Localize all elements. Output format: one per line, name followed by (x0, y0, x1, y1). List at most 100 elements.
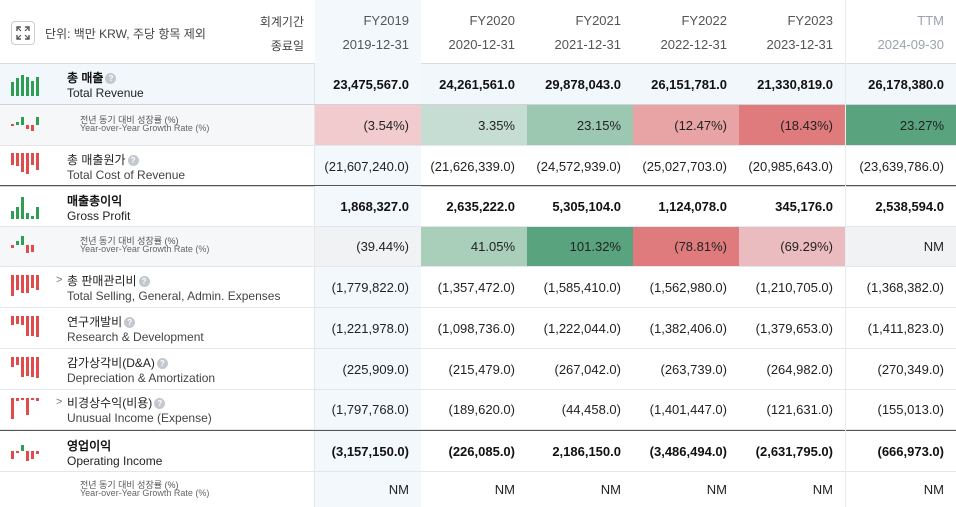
value-cell: 345,176.0 (775, 198, 833, 214)
fiscal-year: FY2019 (363, 13, 409, 28)
row-label-english: Gross Profit (67, 209, 131, 223)
bar-trend-icon (11, 75, 39, 96)
table-row-operating-income[interactable]: 영업이익 Operating Income (3,157,150.0) (226… (0, 430, 956, 472)
end-date-label: 종료일 (270, 39, 304, 53)
row-label: 영업이익 Operating Income (0, 431, 315, 471)
value-cell: (1,379,653.0) (755, 320, 833, 336)
table-row-operating-growth[interactable]: 전년 동기 대비 성장률 (%) Year-over-Year Growth R… (0, 472, 956, 507)
value-cell: 1,124,078.0 (658, 198, 727, 214)
period-end-date: 2024-09-30 (877, 37, 945, 52)
row-label: 총 매출? Total Revenue (0, 64, 315, 104)
value-cell: 2,186,150.0 (552, 443, 621, 459)
row-label-korean: 전년 동기 대비 성장률 (%) (80, 236, 179, 246)
table-row-research-development[interactable]: 연구개발비? Research & Development (1,221,978… (0, 308, 956, 349)
value-cell: (2,631,795.0) (755, 443, 833, 459)
row-label: 연구개발비? Research & Development (0, 308, 315, 348)
value-cell: (263,739.0) (660, 361, 728, 377)
value-cell: (21,626,339.0) (430, 158, 515, 174)
value-cell: (25,027,703.0) (642, 158, 727, 174)
expand-icon (16, 26, 30, 40)
growth-cell: (78.81%) (633, 227, 739, 266)
bar-trend-icon (11, 445, 39, 461)
label-text: 비경상수익(비용) (67, 396, 153, 410)
period-end-date: 2019-12-31 (342, 37, 410, 52)
table-row-gross-profit[interactable]: 매출총이익 Gross Profit 1,868,327.0 2,635,222… (0, 185, 956, 227)
label-text: 총 판매관리비 (67, 274, 137, 288)
growth-cell: 3.35% (421, 105, 527, 145)
growth-cell: 23.15% (527, 105, 633, 145)
row-label-korean: 전년 동기 대비 성장률 (%) (80, 115, 179, 125)
growth-cell: NM (706, 482, 727, 497)
value-cell: (20,985,643.0) (748, 158, 833, 174)
bar-trend-icon (11, 357, 39, 378)
row-label-korean: 영업이익 (67, 439, 112, 453)
value-cell: (226,085.0) (448, 443, 516, 459)
expand-button[interactable] (11, 21, 35, 45)
value-cell: (21,607,240.0) (315, 146, 421, 186)
growth-cell: (3.54%) (315, 105, 421, 145)
value-cell: 1,868,327.0 (315, 186, 421, 226)
row-label-korean: 총 매출? (67, 69, 117, 86)
row-label-korean: 총 판매관리비? (67, 272, 150, 289)
bar-trend-icon (11, 398, 39, 419)
table-row-unusual-income[interactable]: > 비경상수익(비용)? Unusual Income (Expense) (1… (0, 390, 956, 430)
help-icon[interactable]: ? (105, 73, 117, 85)
expand-chevron-icon[interactable]: > (56, 274, 63, 286)
table-row-sga[interactable]: > 총 판매관리비? Total Selling, General, Admin… (0, 267, 956, 308)
growth-cell: NM (845, 227, 956, 266)
value-cell: 24,261,561.0 (439, 76, 515, 92)
table-row-depreciation-amortization[interactable]: 감가상각비(D&A)? Depreciation & Amortization … (0, 349, 956, 390)
help-icon[interactable]: ? (127, 155, 139, 167)
row-label: 매출총이익 Gross Profit (0, 186, 315, 226)
expand-chevron-icon[interactable]: > (56, 396, 63, 408)
row-label: > 비경상수익(비용)? Unusual Income (Expense) (0, 390, 315, 429)
period-end-date: 2021-12-31 (554, 37, 622, 52)
row-label-english: Year-over-Year Growth Rate (%) (80, 488, 210, 498)
value-cell: (155,013.0) (877, 402, 945, 417)
value-cell: (666,973.0) (877, 443, 945, 459)
growth-cell: NM (315, 472, 421, 507)
growth-cell: NM (812, 482, 833, 497)
growth-cell: 23.27% (845, 105, 956, 145)
period-end-date: 2023-12-31 (766, 37, 834, 52)
value-cell: 2,635,222.0 (446, 198, 515, 214)
value-cell: (1,221,978.0) (315, 308, 421, 348)
table-row-total-revenue[interactable]: 총 매출? Total Revenue 23,475,567.0 24,261,… (0, 64, 956, 105)
label-text: 총 매출 (67, 71, 104, 85)
row-label-english: Year-over-Year Growth Rate (%) (80, 244, 210, 254)
value-cell: (1,401,447.0) (649, 402, 727, 417)
table-row-gross-profit-growth[interactable]: 전년 동기 대비 성장률 (%) Year-over-Year Growth R… (0, 227, 956, 267)
table-row-revenue-growth[interactable]: 전년 동기 대비 성장률 (%) Year-over-Year Growth R… (0, 105, 956, 146)
table-row-cost-of-revenue[interactable]: 총 매출원가? Total Cost of Revenue (21,607,24… (0, 146, 956, 187)
value-cell: 26,151,781.0 (651, 76, 727, 92)
help-icon[interactable]: ? (156, 358, 168, 370)
help-icon[interactable]: ? (124, 317, 136, 329)
label-text: 감가상각비(D&A) (67, 356, 155, 370)
row-label-english: Total Cost of Revenue (67, 168, 186, 182)
help-icon[interactable]: ? (154, 398, 166, 410)
row-label: 감가상각비(D&A)? Depreciation & Amortization (0, 349, 315, 389)
fiscal-year: FY2023 (787, 13, 833, 28)
value-cell: (1,779,822.0) (315, 267, 421, 307)
row-label-english: Operating Income (67, 454, 163, 468)
value-cell: (1,382,406.0) (649, 320, 727, 336)
row-label-korean: 총 매출원가? (67, 151, 139, 168)
value-cell: (1,797,768.0) (315, 390, 421, 429)
fiscal-year: TTM (917, 13, 944, 28)
row-label-korean: 매출총이익 (67, 194, 123, 208)
growth-cell: NM (923, 482, 944, 497)
period-label: 회계기간 (259, 15, 304, 29)
table-header: 단위: 백만 KRW, 주당 항목 제외 회계기간 종료일 FY2019 201… (0, 0, 956, 64)
value-cell: (1,098,736.0) (437, 320, 515, 336)
period-end-date: 2022-12-31 (660, 37, 728, 52)
row-label-korean: 감가상각비(D&A)? (67, 354, 168, 371)
bar-trend-icon (11, 316, 39, 337)
help-icon[interactable]: ? (138, 276, 150, 288)
value-cell: (189,620.0) (448, 402, 516, 417)
column-header-fy2022: FY2022 2022-12-31 (633, 0, 739, 64)
value-cell: (215,479.0) (448, 361, 516, 377)
value-cell: (23,639,786.0) (859, 158, 944, 174)
growth-cell: 41.05% (421, 227, 527, 266)
value-cell: (121,631.0) (766, 402, 834, 417)
